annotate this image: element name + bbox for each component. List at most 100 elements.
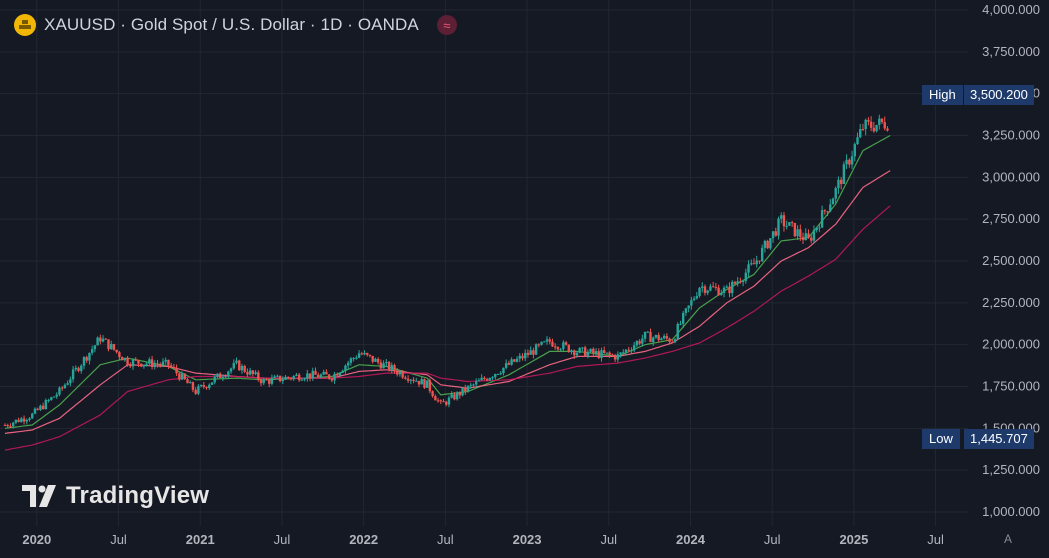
candle	[477, 378, 481, 382]
gold-bars-icon[interactable]	[14, 14, 36, 36]
candle	[777, 216, 780, 240]
candle	[273, 374, 276, 379]
candle	[592, 347, 595, 357]
x-tick-label: 2024	[676, 532, 706, 547]
candle	[515, 356, 519, 363]
candle	[788, 221, 791, 227]
candle	[189, 380, 192, 384]
x-tick-label: Jul	[110, 532, 127, 547]
candle	[85, 355, 88, 363]
candle	[202, 381, 206, 389]
candle	[300, 377, 304, 381]
candle	[118, 350, 121, 361]
candle	[60, 386, 64, 391]
y-tick-label: 1,750.000	[982, 379, 1040, 394]
candle	[126, 356, 129, 367]
candle	[306, 369, 309, 382]
candle	[346, 360, 350, 369]
candle	[69, 376, 72, 387]
candle	[11, 421, 15, 429]
candle	[504, 359, 508, 370]
candle	[232, 359, 235, 370]
candle	[186, 378, 189, 384]
candle	[812, 225, 816, 244]
candle	[875, 124, 878, 133]
candle	[641, 334, 644, 347]
ma_fast-line	[4, 134, 891, 429]
candle	[733, 280, 737, 285]
candle	[216, 373, 219, 379]
candle	[573, 349, 576, 359]
candle	[33, 407, 37, 415]
tradingview-logo[interactable]: TradingView	[22, 482, 209, 510]
candle	[491, 376, 494, 380]
candle	[88, 352, 91, 365]
candle	[129, 362, 132, 369]
candle	[74, 365, 78, 372]
candle	[681, 310, 685, 329]
candle	[709, 283, 712, 292]
candle	[760, 244, 764, 263]
logo-text: TradingView	[66, 482, 210, 509]
candle	[227, 370, 230, 379]
y-tick-label: 4,000.000	[982, 2, 1040, 17]
candle	[839, 176, 843, 190]
auto-scale-button[interactable]: A	[1003, 532, 1012, 546]
candle	[750, 259, 753, 266]
candle	[423, 378, 426, 389]
candle	[71, 365, 75, 383]
candle	[725, 284, 728, 289]
candle	[801, 232, 805, 245]
candle	[736, 277, 739, 287]
candle	[55, 392, 58, 399]
candle	[409, 378, 413, 385]
candle	[338, 372, 342, 377]
candle	[703, 284, 707, 296]
wave-icon[interactable]: ≈	[436, 15, 457, 35]
candle	[488, 377, 492, 381]
candle	[562, 340, 565, 352]
candle	[6, 423, 9, 428]
high-marker-value: 3,500.200	[964, 85, 1034, 105]
candle	[774, 227, 777, 237]
candle	[526, 349, 530, 358]
candle	[605, 352, 609, 355]
candle	[153, 360, 157, 370]
candle	[82, 356, 86, 370]
candle	[758, 260, 761, 264]
candle	[276, 374, 279, 378]
candle	[834, 186, 837, 204]
y-tick-label: 3,750.000	[982, 44, 1040, 59]
symbol-title[interactable]: XAUUSD · Gold Spot / U.S. Dollar · 1D · …	[44, 15, 419, 34]
candle	[357, 350, 361, 359]
candle	[826, 210, 829, 217]
candle	[194, 387, 197, 395]
candle	[652, 336, 655, 346]
candle	[823, 209, 827, 215]
candle	[208, 383, 211, 390]
candle	[58, 386, 61, 397]
candle	[695, 292, 699, 300]
candlestick-series	[3, 114, 889, 429]
time-axis: 2020 Jul 2021 Jul 2022 Jul 2023 Jul 2024 Jul 2025 J…	[22, 532, 944, 547]
candle	[210, 382, 214, 386]
candle	[613, 353, 617, 363]
candle	[267, 378, 271, 388]
candle	[270, 374, 274, 386]
candle	[295, 372, 298, 377]
candle	[556, 346, 560, 352]
candle	[638, 339, 641, 346]
candle	[150, 355, 154, 370]
candle	[521, 353, 524, 361]
candle	[39, 404, 42, 412]
candle	[284, 374, 287, 380]
candle	[148, 357, 151, 366]
candle	[289, 376, 293, 381]
candle	[782, 211, 786, 232]
candle	[662, 333, 666, 340]
candle	[246, 368, 249, 377]
y-tick-label: 3,250.000	[982, 128, 1040, 143]
candle	[690, 296, 693, 310]
candle	[474, 378, 478, 388]
